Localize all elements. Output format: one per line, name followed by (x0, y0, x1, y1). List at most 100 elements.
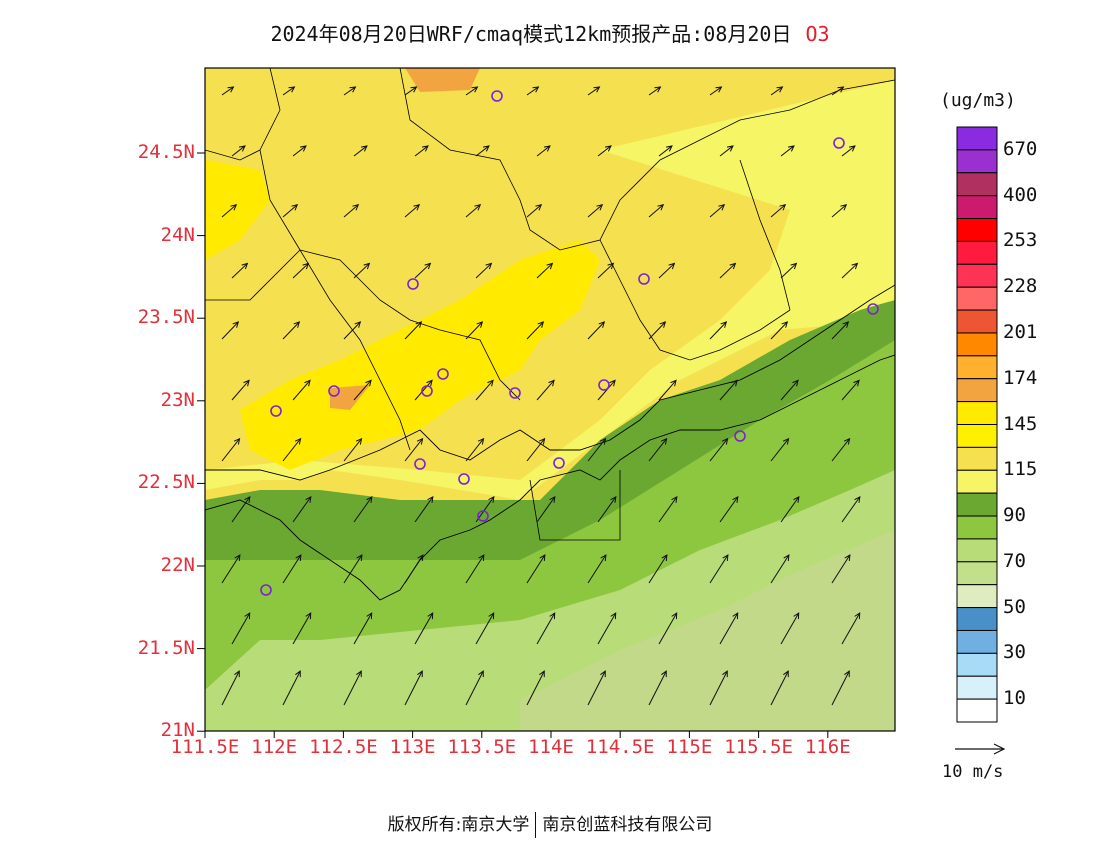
wind-arrow (709, 437, 729, 462)
wind-arrow (587, 437, 607, 462)
wind-arrow (343, 86, 357, 96)
wind-arrow (465, 321, 484, 340)
colorbar-swatch (956, 538, 998, 563)
wind-arrow (414, 495, 434, 523)
wind-arrow (719, 145, 734, 157)
wind-arrow (770, 670, 789, 706)
wind-arrow (526, 204, 543, 218)
wind-arrow (831, 437, 851, 462)
station-marker (491, 90, 503, 102)
wind-arrow (831, 670, 850, 706)
x-tick-label: 114E (528, 736, 574, 758)
axis-ticks (197, 152, 829, 738)
wind-arrow (292, 145, 307, 157)
wind-arrow (231, 379, 250, 401)
wind-arrow (404, 670, 423, 706)
y-tick-label: 21.5N (137, 636, 195, 659)
wind-arrow (709, 86, 723, 96)
station-marker (553, 457, 565, 469)
colorbar-swatch (956, 126, 998, 151)
colorbar-label: 253 (1003, 229, 1038, 252)
wind-arrow (353, 612, 373, 645)
wind-arrow (221, 670, 240, 706)
wind-arrow (526, 321, 545, 340)
wind-arrow (536, 379, 555, 401)
wind-arrow (404, 86, 418, 96)
title-species: O3 (805, 22, 830, 46)
wind-arrow (648, 670, 667, 706)
colorbar-label: 10 (1003, 687, 1026, 710)
wind-arrow (343, 670, 362, 706)
colorbar-swatch (956, 424, 998, 448)
wind-arrow (465, 437, 485, 462)
wind-arrow (709, 554, 729, 584)
colorbar-label: 50 (1003, 595, 1026, 618)
wind-arrow (526, 670, 545, 706)
wind-arrow (597, 145, 612, 157)
colorbar-swatch (956, 195, 998, 220)
wind-arrow (587, 321, 606, 340)
colorbar-swatch (956, 698, 998, 723)
wind-arrow (292, 495, 312, 523)
wind-arrow (404, 554, 424, 584)
fill-yellow-band (240, 240, 600, 470)
y-tick-label: 23N (160, 388, 195, 411)
colorbar-swatch (956, 469, 998, 494)
wind-arrow (353, 262, 371, 279)
wind-arrow (719, 379, 738, 401)
fill-mid-east (600, 240, 640, 300)
wind-arrow (780, 379, 799, 401)
wind-arrow (709, 204, 726, 218)
colorbar-swatch (956, 652, 998, 677)
wind-arrow (343, 321, 362, 340)
wind-arrow (282, 670, 301, 706)
wind-arrow (831, 86, 845, 96)
colorbar-swatch (956, 378, 998, 403)
wind-arrow (231, 262, 249, 279)
wind-arrow (475, 379, 494, 401)
wind-arrow (353, 145, 368, 157)
wind-arrow (475, 145, 490, 157)
wind-arrow (526, 86, 540, 96)
wind-arrow (221, 554, 241, 584)
wind-arrow (526, 554, 546, 584)
wind-arrow (221, 86, 235, 96)
concentration-fill (205, 68, 895, 731)
wind-arrow (414, 262, 432, 279)
wind-arrow (841, 379, 860, 401)
wind-arrow (597, 262, 615, 279)
wind-arrow (404, 437, 424, 462)
colorbar-unit: (ug/m3) (940, 90, 1016, 111)
wind-arrow (526, 437, 546, 462)
x-tick-label: 112.5E (309, 736, 378, 758)
y-tick-label: 22.5N (137, 471, 195, 494)
colorbar-label: 30 (1003, 641, 1026, 664)
colorbar-swatch (956, 515, 998, 540)
wind-arrow (841, 262, 859, 279)
colorbar-swatch (956, 332, 998, 357)
colorbar (956, 126, 998, 723)
wind-arrow (231, 612, 251, 645)
wind-arrow (231, 495, 251, 523)
colorbar-label: 400 (1003, 183, 1038, 206)
x-tick-label: 113.5E (447, 736, 517, 758)
wind-arrow (780, 145, 795, 157)
wind-arrow (587, 204, 604, 218)
wind-arrow (343, 437, 363, 462)
wind-arrow (841, 612, 861, 645)
wind-arrow (648, 554, 668, 584)
wind-arrow (648, 321, 667, 340)
wind-arrow (536, 612, 556, 645)
wind-arrow (353, 379, 372, 401)
wind-arrow (282, 321, 301, 340)
wind-arrow (536, 495, 556, 523)
wind-arrow (465, 204, 482, 218)
fill-yellow-west (205, 160, 270, 260)
y-tick-label: 24N (160, 223, 195, 246)
wind-arrow (404, 321, 423, 340)
colorbar-swatch (956, 240, 998, 265)
station-marker (477, 510, 489, 522)
wind-arrow (831, 321, 850, 340)
station-marker (260, 584, 272, 596)
station-marker (509, 387, 521, 399)
